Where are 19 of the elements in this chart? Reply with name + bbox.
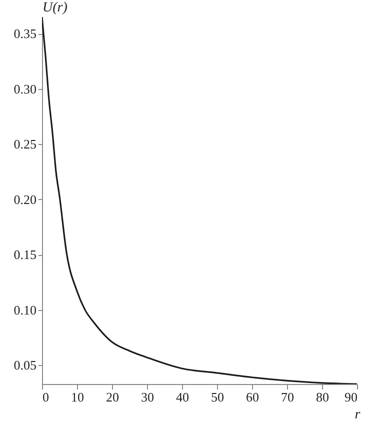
x-tick-label: 20	[106, 390, 119, 404]
y-tick-label: 0.20	[14, 192, 36, 207]
x-tick-label: 90	[344, 390, 358, 404]
x-tick-label: 80	[316, 390, 329, 404]
y-tick-label: 0.25	[14, 136, 36, 152]
y-axis-title: U(r)	[42, 0, 68, 16]
y-tick-label: 0.15	[14, 247, 36, 262]
x-axis-title: r	[354, 408, 361, 422]
x-tick-label: 0	[42, 390, 49, 404]
x-tick-label: 60	[246, 390, 259, 404]
x-tick-label: 10	[71, 390, 84, 404]
y-tick-label: 0.35	[14, 26, 36, 42]
x-tick-label: 40	[176, 390, 189, 404]
y-tick-label: 0.10	[14, 302, 36, 318]
y-tick-label: 0.05	[14, 358, 36, 373]
y-tick-label: 0.30	[14, 81, 36, 96]
x-tick-label: 70	[281, 390, 294, 404]
x-tick-label: 50	[211, 390, 224, 404]
x-tick-label: 30	[141, 390, 154, 404]
